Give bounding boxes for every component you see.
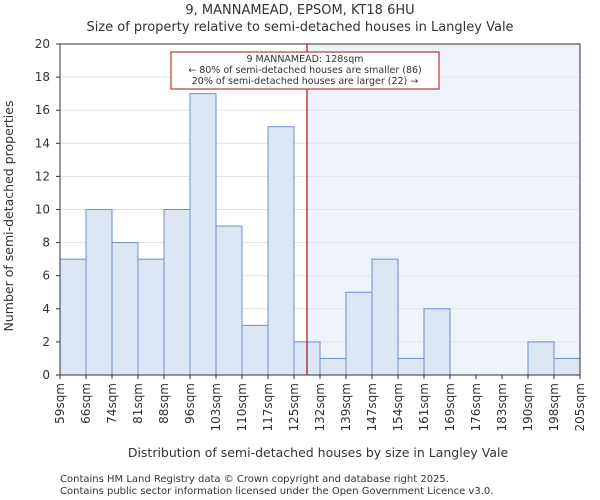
y-tick-label: 0 bbox=[42, 368, 50, 382]
x-tick-label: 66sqm bbox=[79, 383, 93, 424]
y-tick-label: 8 bbox=[42, 236, 50, 250]
annotation-line-1: 9 MANNAMEAD: 128sqm bbox=[246, 54, 363, 65]
histogram-bar bbox=[319, 357, 347, 376]
y-tick-label: 12 bbox=[35, 169, 50, 183]
chart-subtitle: Size of property relative to semi-detach… bbox=[86, 20, 513, 35]
y-axis-label: Number of semi-detached properties bbox=[1, 101, 16, 332]
x-tick-label: 154sqm bbox=[391, 383, 405, 431]
x-tick-label: 161sqm bbox=[417, 383, 431, 431]
x-tick-label: 88sqm bbox=[157, 383, 171, 424]
x-tick-label: 190sqm bbox=[521, 383, 535, 431]
x-tick-label: 205sqm bbox=[573, 383, 587, 431]
histogram-bar bbox=[137, 258, 165, 376]
histogram-bar bbox=[423, 308, 451, 376]
x-axis-label: Distribution of semi-detached houses by … bbox=[128, 445, 509, 460]
histogram-bar bbox=[241, 324, 269, 376]
histogram-bar bbox=[189, 93, 217, 376]
histogram-bar bbox=[111, 242, 139, 376]
x-tick-label: 59sqm bbox=[53, 383, 67, 424]
histogram-bar bbox=[85, 209, 113, 376]
y-tick-label: 18 bbox=[35, 70, 50, 84]
histogram-bar bbox=[215, 225, 243, 376]
x-tick-label: 147sqm bbox=[365, 383, 379, 431]
footer-line-1: Contains HM Land Registry data © Crown c… bbox=[60, 474, 449, 485]
y-tick-label: 4 bbox=[42, 302, 50, 316]
histogram-bar bbox=[553, 357, 581, 376]
histogram-bar bbox=[267, 126, 295, 376]
y-tick-label: 10 bbox=[35, 203, 50, 217]
x-tick-label: 132sqm bbox=[313, 383, 327, 431]
histogram-bar bbox=[527, 341, 555, 376]
x-tick-label: 103sqm bbox=[209, 383, 223, 431]
y-tick-label: 2 bbox=[42, 335, 50, 349]
x-tick-label: 183sqm bbox=[495, 383, 509, 431]
x-tick-label: 176sqm bbox=[469, 383, 483, 431]
x-tick-label: 198sqm bbox=[547, 383, 561, 431]
histogram-bar bbox=[371, 258, 399, 376]
x-tick-label: 117sqm bbox=[261, 383, 275, 431]
y-tick-label: 20 bbox=[35, 37, 50, 51]
x-tick-label: 96sqm bbox=[183, 383, 197, 424]
histogram-bar bbox=[345, 291, 373, 376]
x-tick-label: 125sqm bbox=[287, 383, 301, 431]
x-tick-label: 169sqm bbox=[443, 383, 457, 431]
annotation-line-3: 20% of semi-detached houses are larger (… bbox=[192, 76, 419, 87]
y-tick-label: 16 bbox=[35, 103, 50, 117]
x-tick-label: 74sqm bbox=[105, 383, 119, 424]
histogram-bar bbox=[397, 357, 425, 376]
x-tick-label: 81sqm bbox=[131, 383, 145, 424]
x-tick-label: 139sqm bbox=[339, 383, 353, 431]
annotation-box: 9 MANNAMEAD: 128sqm ← 80% of semi-detach… bbox=[170, 51, 440, 90]
histogram-bar bbox=[59, 258, 87, 376]
x-tick-label: 110sqm bbox=[235, 383, 249, 431]
y-tick-label: 6 bbox=[42, 269, 50, 283]
footer-line-2: Contains public sector information licen… bbox=[60, 486, 493, 497]
chart-title: 9, MANNAMEAD, EPSOM, KT18 6HU bbox=[185, 3, 414, 18]
histogram-bar bbox=[163, 209, 191, 376]
annotation-line-2: ← 80% of semi-detached houses are smalle… bbox=[188, 65, 422, 76]
y-tick-label: 14 bbox=[35, 136, 50, 150]
